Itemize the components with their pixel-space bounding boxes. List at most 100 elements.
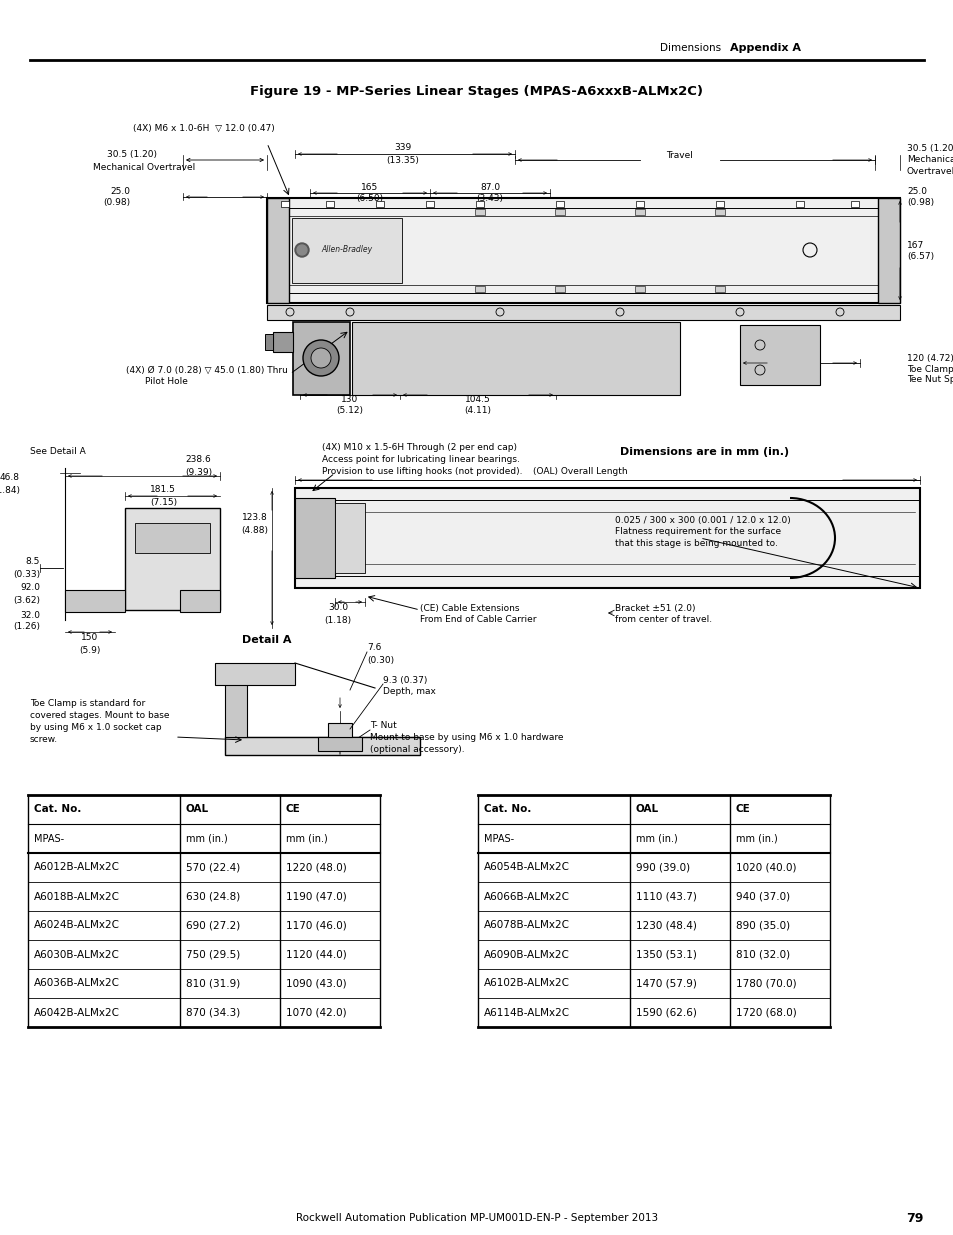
Bar	[335, 503, 365, 573]
Text: 990 (39.0): 990 (39.0)	[636, 862, 689, 872]
Text: 1780 (70.0): 1780 (70.0)	[735, 978, 796, 988]
Text: T- Nut: T- Nut	[370, 721, 396, 730]
Text: OAL: OAL	[186, 804, 209, 815]
Text: 1110 (43.7): 1110 (43.7)	[636, 892, 696, 902]
Text: A6078B-ALMx2C: A6078B-ALMx2C	[483, 920, 569, 930]
Bar	[326, 201, 334, 207]
Text: 87.0: 87.0	[479, 184, 499, 193]
Text: A6114B-ALMx2C: A6114B-ALMx2C	[483, 1008, 570, 1018]
Text: from center of travel.: from center of travel.	[615, 615, 711, 625]
Text: Cat. No.: Cat. No.	[483, 804, 531, 815]
Text: 810 (31.9): 810 (31.9)	[186, 978, 240, 988]
Text: CE: CE	[286, 804, 300, 815]
Text: 1020 (40.0): 1020 (40.0)	[735, 862, 796, 872]
Text: Figure 19 - MP-Series Linear Stages (MPAS-A6xxxB-ALMx2C): Figure 19 - MP-Series Linear Stages (MPA…	[251, 85, 702, 99]
Text: 130: 130	[341, 395, 358, 405]
Text: Flatness requirement for the surface: Flatness requirement for the surface	[615, 527, 781, 536]
Text: that this stage is being mounted to.: that this stage is being mounted to.	[615, 540, 777, 548]
Text: 1190 (47.0): 1190 (47.0)	[286, 892, 346, 902]
Bar	[740, 325, 820, 385]
Text: A6042B-ALMx2C: A6042B-ALMx2C	[34, 1008, 120, 1018]
Text: 30.0: 30.0	[328, 604, 348, 613]
Text: (7.15): (7.15)	[150, 498, 177, 506]
Text: MPAS-: MPAS-	[483, 834, 514, 844]
Text: 7.6: 7.6	[367, 643, 381, 652]
Text: 1120 (44.0): 1120 (44.0)	[286, 950, 346, 960]
Text: 1470 (57.9): 1470 (57.9)	[636, 978, 696, 988]
Text: 570 (22.4): 570 (22.4)	[186, 862, 240, 872]
Text: 181.5: 181.5	[150, 485, 175, 494]
Bar	[214, 663, 294, 685]
Text: (4.11): (4.11)	[464, 406, 491, 415]
Text: MPAS-: MPAS-	[34, 834, 64, 844]
Text: mm (in.): mm (in.)	[186, 834, 228, 844]
Text: (4X) M10 x 1.5-6H Through (2 per end cap): (4X) M10 x 1.5-6H Through (2 per end cap…	[322, 442, 517, 452]
Bar	[476, 201, 483, 207]
Bar	[273, 332, 293, 352]
Text: 1230 (48.4): 1230 (48.4)	[636, 920, 696, 930]
Text: A6102B-ALMx2C: A6102B-ALMx2C	[483, 978, 569, 988]
Bar	[795, 201, 803, 207]
Bar	[850, 201, 858, 207]
Text: 1220 (48.0): 1220 (48.0)	[286, 862, 346, 872]
Text: by using M6 x 1.0 socket cap: by using M6 x 1.0 socket cap	[30, 722, 161, 731]
Text: Access point for lubricating linear bearings.: Access point for lubricating linear bear…	[322, 454, 519, 463]
Text: (9.39): (9.39)	[185, 468, 212, 477]
Text: 165: 165	[361, 184, 378, 193]
Text: 9.3 (0.37): 9.3 (0.37)	[382, 676, 427, 684]
Text: 79: 79	[905, 1212, 923, 1224]
Text: screw.: screw.	[30, 735, 58, 743]
Text: A6090B-ALMx2C: A6090B-ALMx2C	[483, 950, 569, 960]
Bar	[714, 287, 724, 291]
Text: A6036B-ALMx2C: A6036B-ALMx2C	[34, 978, 120, 988]
Bar	[225, 737, 419, 755]
Text: 25.0: 25.0	[906, 188, 926, 196]
Text: covered stages. Mount to base: covered stages. Mount to base	[30, 710, 170, 720]
Text: 8.5: 8.5	[26, 557, 40, 567]
Bar	[265, 333, 273, 350]
Text: A6054B-ALMx2C: A6054B-ALMx2C	[483, 862, 569, 872]
Bar	[877, 198, 899, 303]
Bar	[293, 322, 350, 395]
Text: 167: 167	[906, 241, 923, 249]
Bar	[635, 287, 644, 291]
Text: (5.9): (5.9)	[79, 646, 101, 655]
Text: mm (in.): mm (in.)	[636, 834, 677, 844]
Bar	[225, 678, 247, 737]
Circle shape	[294, 243, 309, 257]
Text: mm (in.): mm (in.)	[286, 834, 328, 844]
Bar	[475, 287, 484, 291]
Circle shape	[311, 348, 331, 368]
Text: 46.8: 46.8	[0, 473, 20, 483]
Text: 238.6: 238.6	[185, 456, 211, 464]
Text: (3.62): (3.62)	[13, 595, 40, 604]
Bar	[294, 488, 919, 588]
Bar	[267, 198, 289, 303]
Text: (OAL) Overall Length: (OAL) Overall Length	[532, 468, 627, 477]
Text: Pilot Hole: Pilot Hole	[145, 378, 188, 387]
Text: 1090 (43.0): 1090 (43.0)	[286, 978, 346, 988]
Text: 120 (4.72): 120 (4.72)	[906, 353, 953, 363]
Text: 30.5 (1.20): 30.5 (1.20)	[906, 143, 953, 152]
Text: 25.0: 25.0	[110, 188, 130, 196]
Text: (6.57): (6.57)	[906, 252, 933, 261]
Text: Travel: Travel	[666, 151, 693, 159]
Text: 104.5: 104.5	[465, 395, 491, 405]
Text: A6066B-ALMx2C: A6066B-ALMx2C	[483, 892, 569, 902]
Text: (CE) Cable Extensions: (CE) Cable Extensions	[419, 604, 519, 613]
Text: Ground Screw: Ground Screw	[125, 515, 188, 525]
Text: (3.43): (3.43)	[476, 194, 503, 204]
Text: 1720 (68.0): 1720 (68.0)	[735, 1008, 796, 1018]
Circle shape	[296, 245, 307, 254]
Text: 940 (37.0): 940 (37.0)	[735, 892, 789, 902]
Text: OAL: OAL	[636, 804, 659, 815]
Text: 1350 (53.1): 1350 (53.1)	[636, 950, 696, 960]
Text: Toe Clamp/: Toe Clamp/	[906, 364, 953, 373]
Text: See Detail A: See Detail A	[30, 447, 86, 457]
Bar	[281, 201, 289, 207]
Text: (0.30): (0.30)	[367, 656, 394, 664]
Text: Mechanical: Mechanical	[906, 156, 953, 164]
Text: Rockwell Automation Publication MP-UM001D-EN-P - September 2013: Rockwell Automation Publication MP-UM001…	[295, 1213, 658, 1223]
Text: Cat. No.: Cat. No.	[34, 804, 81, 815]
Text: 1170 (46.0): 1170 (46.0)	[286, 920, 346, 930]
